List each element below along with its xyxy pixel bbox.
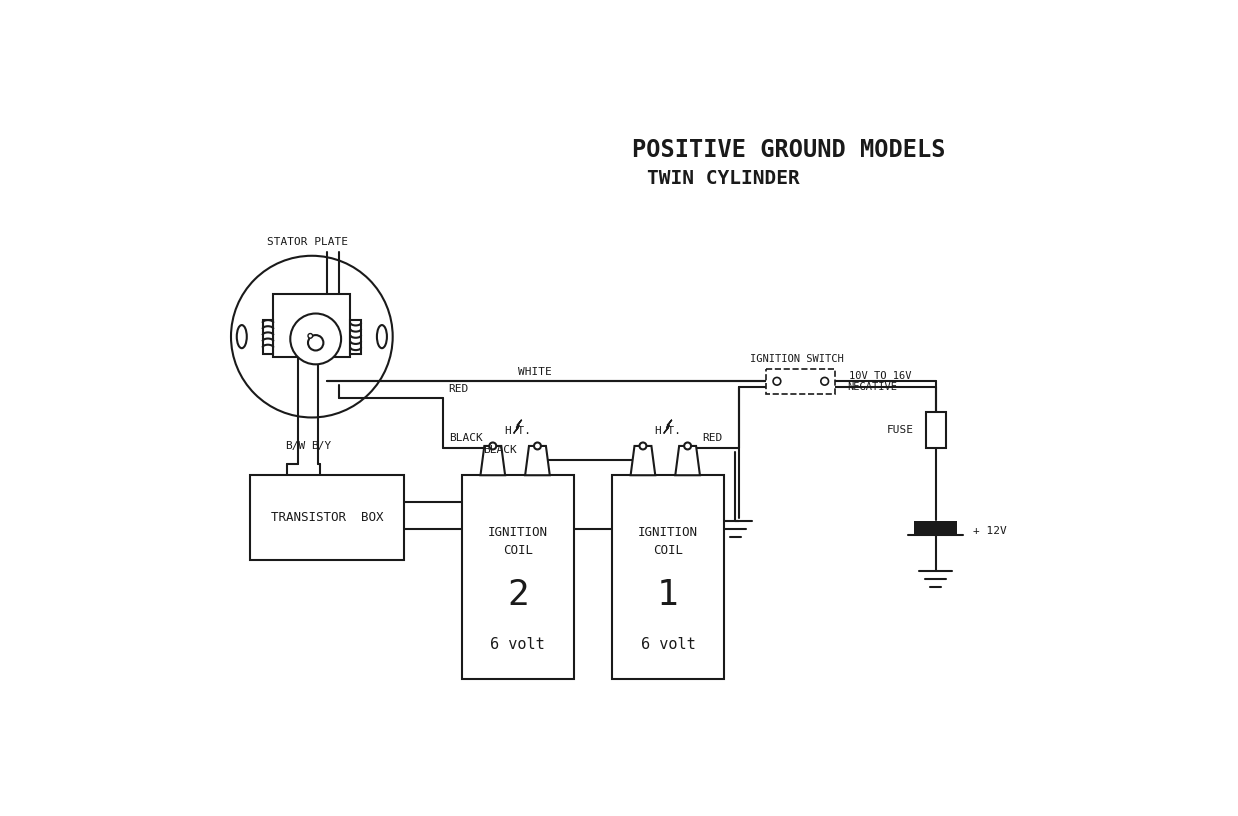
Bar xyxy=(926,412,946,448)
Polygon shape xyxy=(525,446,550,475)
Circle shape xyxy=(232,255,392,418)
Text: B/Y: B/Y xyxy=(311,441,332,451)
Text: 1: 1 xyxy=(657,578,678,611)
Text: 6 volt: 6 volt xyxy=(640,637,696,652)
Bar xyxy=(274,295,350,357)
Text: BLACK: BLACK xyxy=(449,433,483,443)
Ellipse shape xyxy=(236,325,246,348)
Bar xyxy=(250,475,405,560)
Circle shape xyxy=(640,442,646,450)
Circle shape xyxy=(821,378,828,385)
Text: TWIN CYLINDER: TWIN CYLINDER xyxy=(647,169,800,188)
Text: COIL: COIL xyxy=(652,544,683,557)
Polygon shape xyxy=(480,446,505,475)
Text: STATOR PLATE: STATOR PLATE xyxy=(267,237,348,247)
Text: IGNITION: IGNITION xyxy=(638,526,698,539)
Text: TRANSISTOR  BOX: TRANSISTOR BOX xyxy=(271,511,384,524)
Circle shape xyxy=(308,335,323,351)
Ellipse shape xyxy=(376,325,387,348)
Text: WHITE: WHITE xyxy=(519,367,552,377)
Polygon shape xyxy=(630,446,655,475)
Text: BLACK: BLACK xyxy=(483,445,516,455)
Bar xyxy=(766,369,836,393)
Text: RED: RED xyxy=(702,433,722,443)
Text: B/W: B/W xyxy=(285,441,305,451)
Text: POSITIVE GROUND MODELS: POSITIVE GROUND MODELS xyxy=(633,138,946,162)
Circle shape xyxy=(534,442,541,450)
Bar xyxy=(612,475,724,679)
Bar xyxy=(350,320,361,353)
Circle shape xyxy=(308,334,313,338)
Text: NEGATIVE: NEGATIVE xyxy=(847,382,898,392)
Text: RED: RED xyxy=(448,384,468,394)
Text: 10V TO 16V: 10V TO 16V xyxy=(849,371,911,381)
Bar xyxy=(914,521,957,535)
Polygon shape xyxy=(664,419,672,432)
Text: H.T.: H.T. xyxy=(655,426,681,436)
Text: IGNITION SWITCH: IGNITION SWITCH xyxy=(750,354,844,364)
Polygon shape xyxy=(675,446,699,475)
Text: COIL: COIL xyxy=(503,544,532,557)
Bar xyxy=(262,320,274,353)
Circle shape xyxy=(290,313,342,364)
Bar xyxy=(462,475,573,679)
Polygon shape xyxy=(514,419,521,432)
Text: 2: 2 xyxy=(506,578,529,611)
Text: + 12V: + 12V xyxy=(973,526,1006,535)
Circle shape xyxy=(773,378,781,385)
Circle shape xyxy=(489,442,496,450)
Text: H.T.: H.T. xyxy=(504,426,531,436)
Circle shape xyxy=(685,442,691,450)
Text: FUSE: FUSE xyxy=(886,425,914,435)
Text: IGNITION: IGNITION xyxy=(488,526,548,539)
Text: 6 volt: 6 volt xyxy=(490,637,545,652)
